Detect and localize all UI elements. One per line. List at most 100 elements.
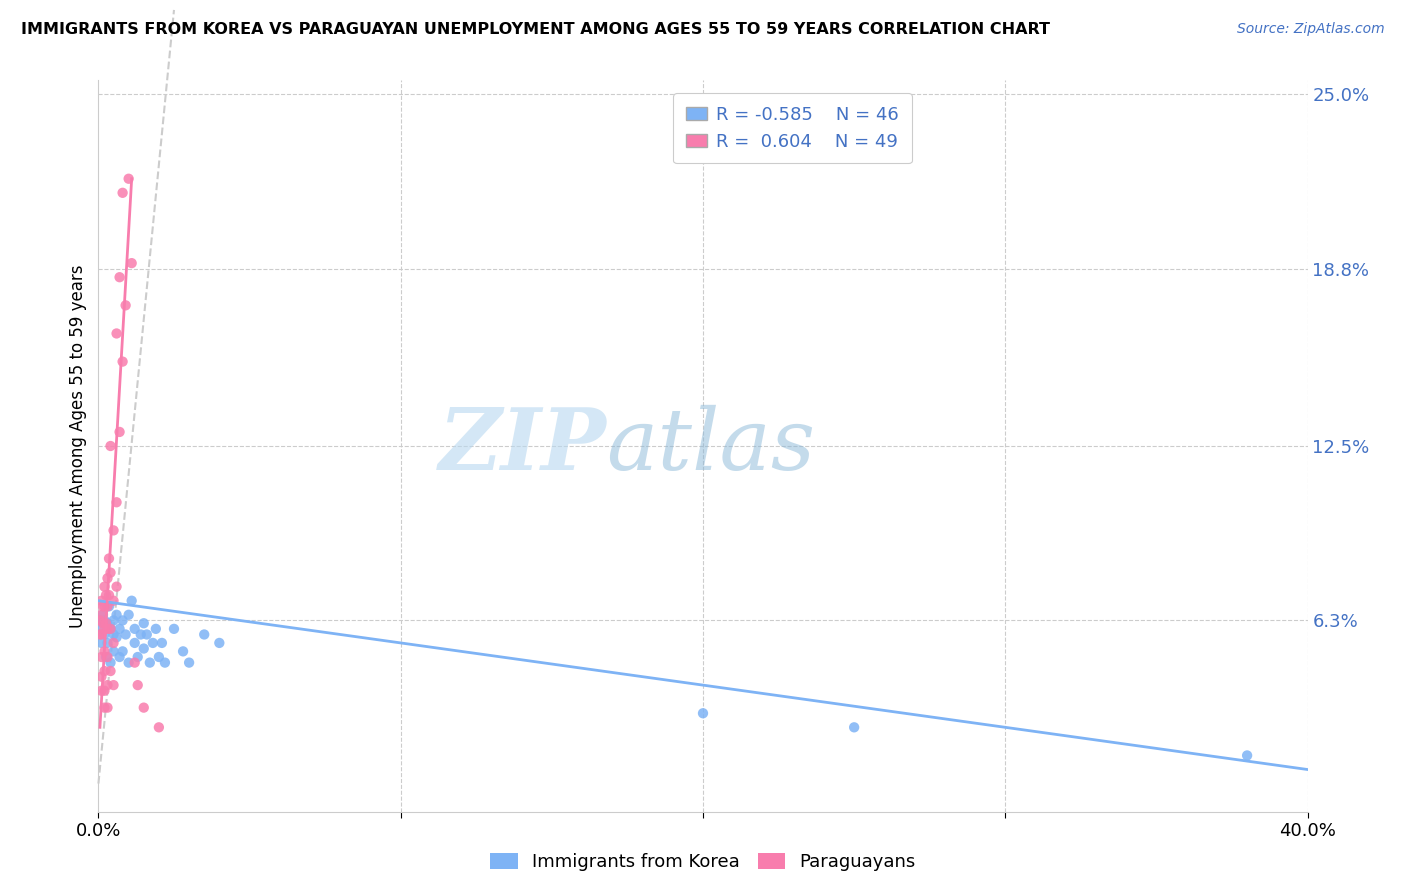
- Point: [105, 495, 128, 509]
- Point: [100, 622, 122, 636]
- Point: [193, 627, 215, 641]
- Point: [96, 599, 118, 614]
- Point: [98, 599, 121, 614]
- Point: [91, 616, 114, 631]
- Point: [105, 607, 128, 622]
- Point: [89, 614, 111, 628]
- Point: [96, 622, 118, 636]
- Point: [118, 656, 141, 670]
- Legend: Immigrants from Korea, Paraguayans: Immigrants from Korea, Paraguayans: [484, 846, 922, 879]
- Point: [132, 616, 155, 631]
- Point: [90, 636, 112, 650]
- Point: [118, 171, 141, 186]
- Point: [90, 670, 112, 684]
- Point: [208, 636, 231, 650]
- Point: [90, 627, 112, 641]
- Point: [103, 636, 125, 650]
- Point: [1236, 748, 1258, 763]
- Point: [98, 588, 121, 602]
- Point: [90, 683, 112, 698]
- Point: [135, 627, 157, 641]
- Point: [90, 650, 112, 665]
- Point: [90, 607, 112, 622]
- Text: IMMIGRANTS FROM KOREA VS PARAGUAYAN UNEMPLOYMENT AMONG AGES 55 TO 59 YEARS CORRE: IMMIGRANTS FROM KOREA VS PARAGUAYAN UNEM…: [21, 22, 1050, 37]
- Point: [118, 607, 141, 622]
- Point: [100, 566, 122, 580]
- Point: [90, 622, 112, 636]
- Point: [96, 650, 118, 665]
- Point: [103, 593, 125, 607]
- Point: [114, 298, 136, 312]
- Point: [692, 706, 714, 721]
- Point: [93, 664, 115, 678]
- Point: [179, 656, 201, 670]
- Point: [148, 650, 170, 665]
- Point: [148, 720, 170, 734]
- Point: [89, 627, 111, 641]
- Point: [111, 614, 134, 628]
- Point: [98, 551, 121, 566]
- Point: [90, 593, 112, 607]
- Point: [172, 644, 194, 658]
- Point: [93, 627, 115, 641]
- Point: [127, 678, 149, 692]
- Point: [111, 186, 134, 200]
- Point: [93, 700, 115, 714]
- Point: [100, 664, 122, 678]
- Point: [150, 636, 173, 650]
- Point: [111, 354, 134, 368]
- Point: [93, 580, 115, 594]
- Point: [124, 656, 146, 670]
- Point: [108, 270, 131, 285]
- Point: [91, 599, 114, 614]
- Point: [94, 650, 117, 665]
- Point: [103, 644, 125, 658]
- Point: [89, 614, 111, 628]
- Point: [96, 700, 118, 714]
- Point: [127, 650, 149, 665]
- Point: [105, 580, 128, 594]
- Point: [96, 616, 118, 631]
- Point: [103, 678, 125, 692]
- Point: [93, 614, 115, 628]
- Point: [105, 630, 128, 644]
- Point: [163, 622, 186, 636]
- Point: [105, 326, 128, 341]
- Point: [108, 425, 131, 439]
- Point: [124, 636, 146, 650]
- Point: [103, 524, 125, 538]
- Point: [100, 656, 122, 670]
- Point: [108, 650, 131, 665]
- Point: [153, 656, 176, 670]
- Point: [129, 627, 152, 641]
- Point: [132, 641, 155, 656]
- Point: [145, 622, 167, 636]
- Point: [93, 622, 115, 636]
- Point: [108, 622, 131, 636]
- Point: [844, 720, 866, 734]
- Legend: R = -0.585    N = 46, R =  0.604    N = 49: R = -0.585 N = 46, R = 0.604 N = 49: [673, 93, 911, 163]
- Point: [121, 593, 143, 607]
- Point: [100, 622, 122, 636]
- Point: [124, 622, 146, 636]
- Text: Source: ZipAtlas.com: Source: ZipAtlas.com: [1237, 22, 1385, 37]
- Point: [94, 616, 117, 631]
- Text: atlas: atlas: [606, 405, 815, 487]
- Point: [93, 683, 115, 698]
- Point: [103, 627, 125, 641]
- Point: [100, 439, 122, 453]
- Point: [94, 588, 117, 602]
- Point: [121, 256, 143, 270]
- Text: ZIP: ZIP: [439, 404, 606, 488]
- Point: [139, 656, 162, 670]
- Point: [96, 571, 118, 585]
- Point: [111, 644, 134, 658]
- Point: [103, 614, 125, 628]
- Point: [91, 607, 114, 622]
- Point: [132, 700, 155, 714]
- Y-axis label: Unemployment Among Ages 55 to 59 years: Unemployment Among Ages 55 to 59 years: [69, 264, 87, 628]
- Point: [96, 678, 118, 692]
- Point: [96, 636, 118, 650]
- Point: [114, 627, 136, 641]
- Point: [142, 636, 165, 650]
